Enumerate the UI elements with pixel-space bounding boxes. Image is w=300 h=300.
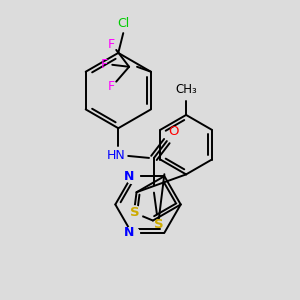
Text: F: F xyxy=(108,38,115,52)
Text: N: N xyxy=(124,170,134,183)
Text: CH₃: CH₃ xyxy=(175,83,197,96)
Text: S: S xyxy=(130,206,140,219)
Text: HN: HN xyxy=(107,149,126,162)
Text: F: F xyxy=(108,80,115,93)
Text: F: F xyxy=(101,58,108,71)
Text: O: O xyxy=(169,125,179,138)
Text: Cl: Cl xyxy=(117,17,129,30)
Text: S: S xyxy=(154,218,164,231)
Text: N: N xyxy=(124,226,134,239)
